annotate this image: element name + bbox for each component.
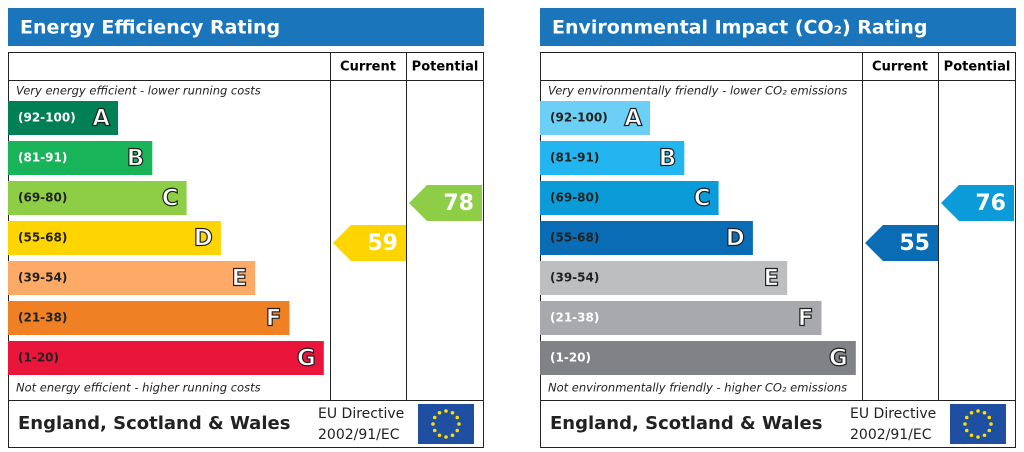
footer-directive: EU Directive [318, 406, 404, 422]
eu-star [976, 409, 980, 413]
rating-band [540, 221, 753, 255]
band-letter: G [297, 346, 316, 372]
eu-star [987, 415, 992, 420]
panel-title: Energy Efficiency Rating [20, 17, 280, 39]
rating-band [540, 261, 788, 295]
column-header: Current [340, 60, 396, 75]
rating-arrow [409, 185, 482, 221]
band-letter: E [763, 266, 779, 292]
footer-directive: 2002/91/EC [318, 427, 400, 443]
rating-value: 78 [443, 191, 474, 216]
top-note: Very energy efficient - lower running co… [16, 84, 261, 98]
band-range: (92-100) [550, 111, 608, 125]
footer-region: England, Scotland & Wales [550, 413, 822, 434]
band-letter: E [231, 266, 247, 292]
rating-panel: Environmental Impact (CO₂) Rating Current… [540, 8, 1016, 448]
rating-band [8, 181, 187, 215]
column-header: Potential [944, 60, 1011, 75]
footer-directive: EU Directive [850, 406, 936, 422]
title-bar [540, 8, 1016, 46]
column-header: Current [872, 60, 928, 75]
band-range: (55-68) [18, 231, 67, 245]
band-range: (55-68) [550, 231, 599, 245]
band-range: (21-38) [18, 311, 67, 325]
footer-region: England, Scotland & Wales [18, 413, 290, 434]
column-header: Potential [412, 60, 479, 75]
eu-star [431, 422, 435, 426]
band-letter: B [659, 146, 677, 172]
rating-band [8, 221, 221, 255]
band-letter: C [162, 186, 179, 212]
eu-star [963, 422, 967, 426]
top-note: Very environmentally friendly - lower CO… [548, 84, 847, 98]
bottom-note: Not environmentally friendly - higher CO… [548, 381, 847, 395]
band-letter: G [829, 346, 848, 372]
rating-value: 59 [367, 231, 398, 256]
eu-star [964, 428, 969, 433]
rating-arrow [865, 225, 938, 261]
eu-star [964, 415, 969, 420]
band-range: (69-80) [550, 191, 599, 205]
rating-value: 55 [899, 231, 930, 256]
eu-star [455, 415, 460, 420]
eu-star [444, 435, 448, 439]
band-range: (39-54) [18, 271, 67, 285]
eu-star [969, 410, 974, 415]
band-range: (81-91) [550, 151, 599, 165]
rating-band [8, 341, 324, 375]
rating-band [540, 141, 685, 175]
eu-star [432, 428, 437, 433]
eu-star [987, 428, 992, 433]
eu-star [437, 410, 442, 415]
band-letter: B [127, 146, 145, 172]
eu-star [437, 433, 442, 438]
band-letter: D [726, 226, 745, 252]
eu-star [976, 435, 980, 439]
panel-title: Environmental Impact (CO₂) Rating [552, 17, 927, 39]
band-range: (81-91) [18, 151, 67, 165]
eu-star [989, 422, 993, 426]
rating-band [540, 301, 822, 335]
eu-star [450, 433, 455, 438]
eu-star [455, 428, 460, 433]
rating-band [8, 261, 256, 295]
title-bar [8, 8, 484, 46]
rating-band [8, 141, 153, 175]
band-range: (92-100) [18, 111, 76, 125]
rating-band [540, 341, 856, 375]
band-letter: A [624, 106, 642, 132]
eu-star [432, 415, 437, 420]
footer-directive: 2002/91/EC [850, 427, 932, 443]
band-range: (69-80) [18, 191, 67, 205]
band-letter: C [694, 186, 711, 212]
band-letter: A [92, 106, 110, 132]
eu-star [969, 433, 974, 438]
bottom-note: Not energy efficient - higher running co… [16, 381, 261, 395]
rating-panel: Energy Efficiency Rating Current Potential… [8, 8, 484, 448]
band-letter: F [266, 306, 282, 332]
rating-band [540, 101, 650, 135]
eu-star [982, 433, 987, 438]
eu-star [444, 409, 448, 413]
band-range: (1-20) [18, 351, 59, 365]
rating-band [8, 301, 290, 335]
rating-band [8, 101, 118, 135]
band-range: (39-54) [550, 271, 599, 285]
eu-star [450, 410, 455, 415]
rating-arrow [941, 185, 1014, 221]
band-letter: F [798, 306, 814, 332]
band-letter: D [194, 226, 213, 252]
rating-arrow [333, 225, 406, 261]
rating-value: 76 [975, 191, 1006, 216]
band-range: (21-38) [550, 311, 599, 325]
rating-band [540, 181, 719, 215]
eu-star [457, 422, 461, 426]
eu-star [982, 410, 987, 415]
band-range: (1-20) [550, 351, 591, 365]
